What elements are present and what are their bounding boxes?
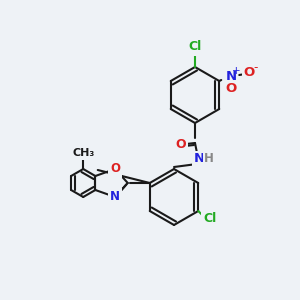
Text: O: O: [110, 163, 120, 176]
Text: O: O: [176, 139, 186, 152]
Text: H: H: [204, 152, 214, 164]
Text: N: N: [226, 70, 237, 83]
Text: Cl: Cl: [188, 40, 202, 53]
Text: +: +: [232, 66, 241, 76]
Text: O: O: [244, 67, 255, 80]
Text: -: -: [253, 61, 257, 74]
Text: CH₃: CH₃: [72, 148, 94, 158]
Text: O: O: [226, 82, 237, 94]
Text: N: N: [194, 152, 205, 166]
Text: Cl: Cl: [204, 212, 217, 226]
Text: N: N: [110, 190, 120, 203]
